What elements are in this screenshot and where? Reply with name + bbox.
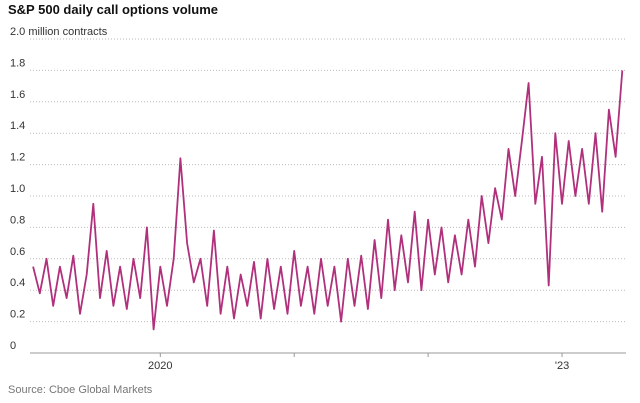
data-line <box>32 70 624 331</box>
y-tick-label: 2.0 million contracts <box>10 26 108 38</box>
y-tick-label: 0.2 <box>10 309 25 321</box>
y-tick-label: 1.2 <box>10 152 25 164</box>
y-tick-label: 1.0 <box>10 183 25 195</box>
y-tick-label: 1.4 <box>10 120 25 132</box>
y-tick-label: 1.8 <box>10 57 25 69</box>
y-tick-label: 0.6 <box>10 246 25 258</box>
x-tick-label: 2020 <box>148 360 172 372</box>
chart-title: S&P 500 daily call options volume <box>8 2 218 17</box>
y-tick-label: 0 <box>10 340 16 352</box>
source: Source: Cboe Global Markets <box>8 384 153 396</box>
x-tick-label: '23 <box>555 360 569 372</box>
y-tick-label: 0.4 <box>10 277 25 289</box>
y-tick-label: 1.6 <box>10 89 25 101</box>
y-tick-label: 0.8 <box>10 214 25 226</box>
